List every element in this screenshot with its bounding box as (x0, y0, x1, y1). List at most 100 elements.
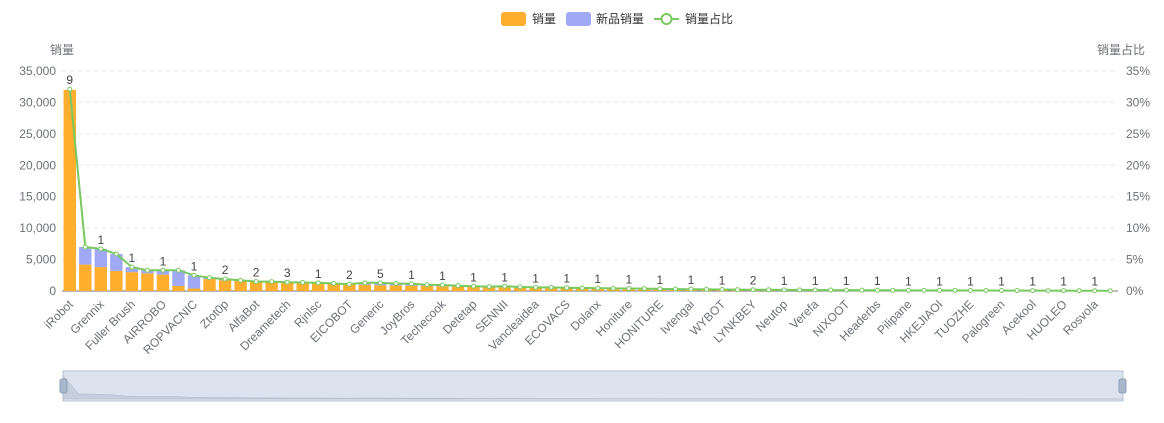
ratio-point[interactable] (719, 286, 725, 292)
ratio-point[interactable] (67, 86, 73, 92)
ratio-point[interactable] (921, 287, 927, 293)
ratio-point[interactable] (517, 284, 523, 290)
ratio-point[interactable] (346, 281, 352, 287)
bar-sales[interactable] (343, 284, 356, 291)
ratio-point[interactable] (548, 284, 554, 290)
ratio-point[interactable] (1092, 288, 1098, 294)
bar-sales[interactable] (234, 280, 247, 291)
ratio-point[interactable] (843, 287, 849, 293)
ratio-point[interactable] (238, 277, 244, 283)
bar-new-sales[interactable] (110, 253, 123, 271)
ratio-point[interactable] (1107, 288, 1113, 294)
ratio-point[interactable] (160, 267, 166, 273)
bar-sales[interactable] (63, 89, 76, 291)
ratio-point[interactable] (812, 287, 818, 293)
ratio-point[interactable] (253, 279, 259, 285)
ratio-point[interactable] (1030, 288, 1036, 294)
ratio-point[interactable] (766, 287, 772, 293)
bar-new-sales[interactable] (187, 275, 201, 289)
bar-new-sales[interactable] (125, 267, 139, 273)
ratio-point[interactable] (952, 287, 958, 293)
bar-sales[interactable] (203, 279, 216, 291)
bar-sales[interactable] (187, 288, 201, 291)
ratio-point[interactable] (82, 244, 88, 250)
bar-new-sales[interactable] (172, 270, 185, 286)
ratio-point[interactable] (191, 272, 197, 278)
ratio-point[interactable] (890, 287, 896, 293)
ratio-point[interactable] (502, 283, 508, 289)
bar-sales[interactable] (389, 285, 403, 291)
ratio-point[interactable] (362, 280, 368, 286)
bar-sales[interactable] (296, 282, 309, 291)
ratio-point[interactable] (207, 275, 213, 281)
ratio-point[interactable] (735, 287, 741, 293)
ratio-point[interactable] (144, 267, 150, 273)
bar-sales[interactable] (172, 285, 185, 291)
bar-sales[interactable] (436, 286, 449, 291)
ratio-point[interactable] (113, 251, 119, 257)
ratio-point[interactable] (672, 286, 678, 292)
ratio-point[interactable] (486, 284, 492, 290)
ratio-point[interactable] (393, 280, 399, 286)
ratio-point[interactable] (657, 286, 663, 292)
ratio-point[interactable] (222, 276, 228, 282)
ratio-point[interactable] (175, 267, 181, 273)
bar-sales[interactable] (467, 286, 480, 291)
bar-sales[interactable] (327, 283, 340, 291)
bar-new-sales[interactable] (79, 247, 92, 265)
bar-sales[interactable] (513, 287, 527, 291)
bar-sales[interactable] (358, 284, 372, 291)
bar-sales[interactable] (156, 274, 170, 291)
bar-sales[interactable] (451, 286, 465, 291)
legend-item-new-sales[interactable]: 新品销量 (566, 11, 644, 26)
ratio-point[interactable] (1076, 288, 1082, 294)
ratio-point[interactable] (967, 287, 973, 293)
bar-sales[interactable] (265, 281, 278, 291)
ratio-point[interactable] (1014, 288, 1020, 294)
ratio-point[interactable] (300, 280, 306, 286)
ratio-point[interactable] (269, 279, 275, 285)
ratio-point[interactable] (874, 287, 880, 293)
ratio-point[interactable] (408, 281, 414, 287)
ratio-point[interactable] (781, 287, 787, 293)
bar-sales[interactable] (79, 264, 92, 291)
ratio-point[interactable] (999, 288, 1005, 294)
datazoom-handle-right[interactable] (1118, 378, 1127, 394)
ratio-point[interactable] (455, 283, 461, 289)
ratio-point[interactable] (129, 264, 135, 270)
bar-sales[interactable] (249, 281, 263, 291)
ratio-point[interactable] (579, 285, 585, 291)
ratio-point[interactable] (797, 287, 803, 293)
ratio-point[interactable] (284, 279, 290, 285)
bar-sales[interactable] (218, 280, 232, 291)
ratio-point[interactable] (1061, 288, 1067, 294)
datazoom-handle-left[interactable] (59, 378, 68, 394)
ratio-point[interactable] (703, 286, 709, 292)
bar-sales[interactable] (280, 282, 294, 291)
ratio-point[interactable] (983, 287, 989, 293)
ratio-point[interactable] (564, 285, 570, 291)
ratio-point[interactable] (936, 287, 942, 293)
ratio-point[interactable] (626, 286, 632, 292)
datazoom-slider[interactable] (59, 370, 1127, 402)
legend-item-sales[interactable]: 销量 (501, 12, 556, 26)
ratio-point[interactable] (439, 282, 445, 288)
bar-sales[interactable] (420, 285, 434, 291)
ratio-point[interactable] (424, 282, 430, 288)
bar-sales[interactable] (374, 285, 387, 291)
ratio-point[interactable] (315, 280, 321, 286)
ratio-point[interactable] (859, 287, 865, 293)
ratio-point[interactable] (1045, 288, 1051, 294)
ratio-point[interactable] (377, 280, 383, 286)
datazoom-track[interactable] (62, 370, 1124, 402)
ratio-point[interactable] (688, 286, 694, 292)
ratio-point[interactable] (471, 283, 477, 289)
ratio-point[interactable] (595, 285, 601, 291)
bar-sales[interactable] (312, 282, 325, 291)
bar-sales[interactable] (125, 272, 139, 291)
ratio-point[interactable] (331, 280, 337, 286)
bar-sales[interactable] (110, 270, 123, 291)
ratio-point[interactable] (905, 287, 911, 293)
ratio-point[interactable] (750, 287, 756, 293)
bar-sales[interactable] (405, 285, 418, 291)
